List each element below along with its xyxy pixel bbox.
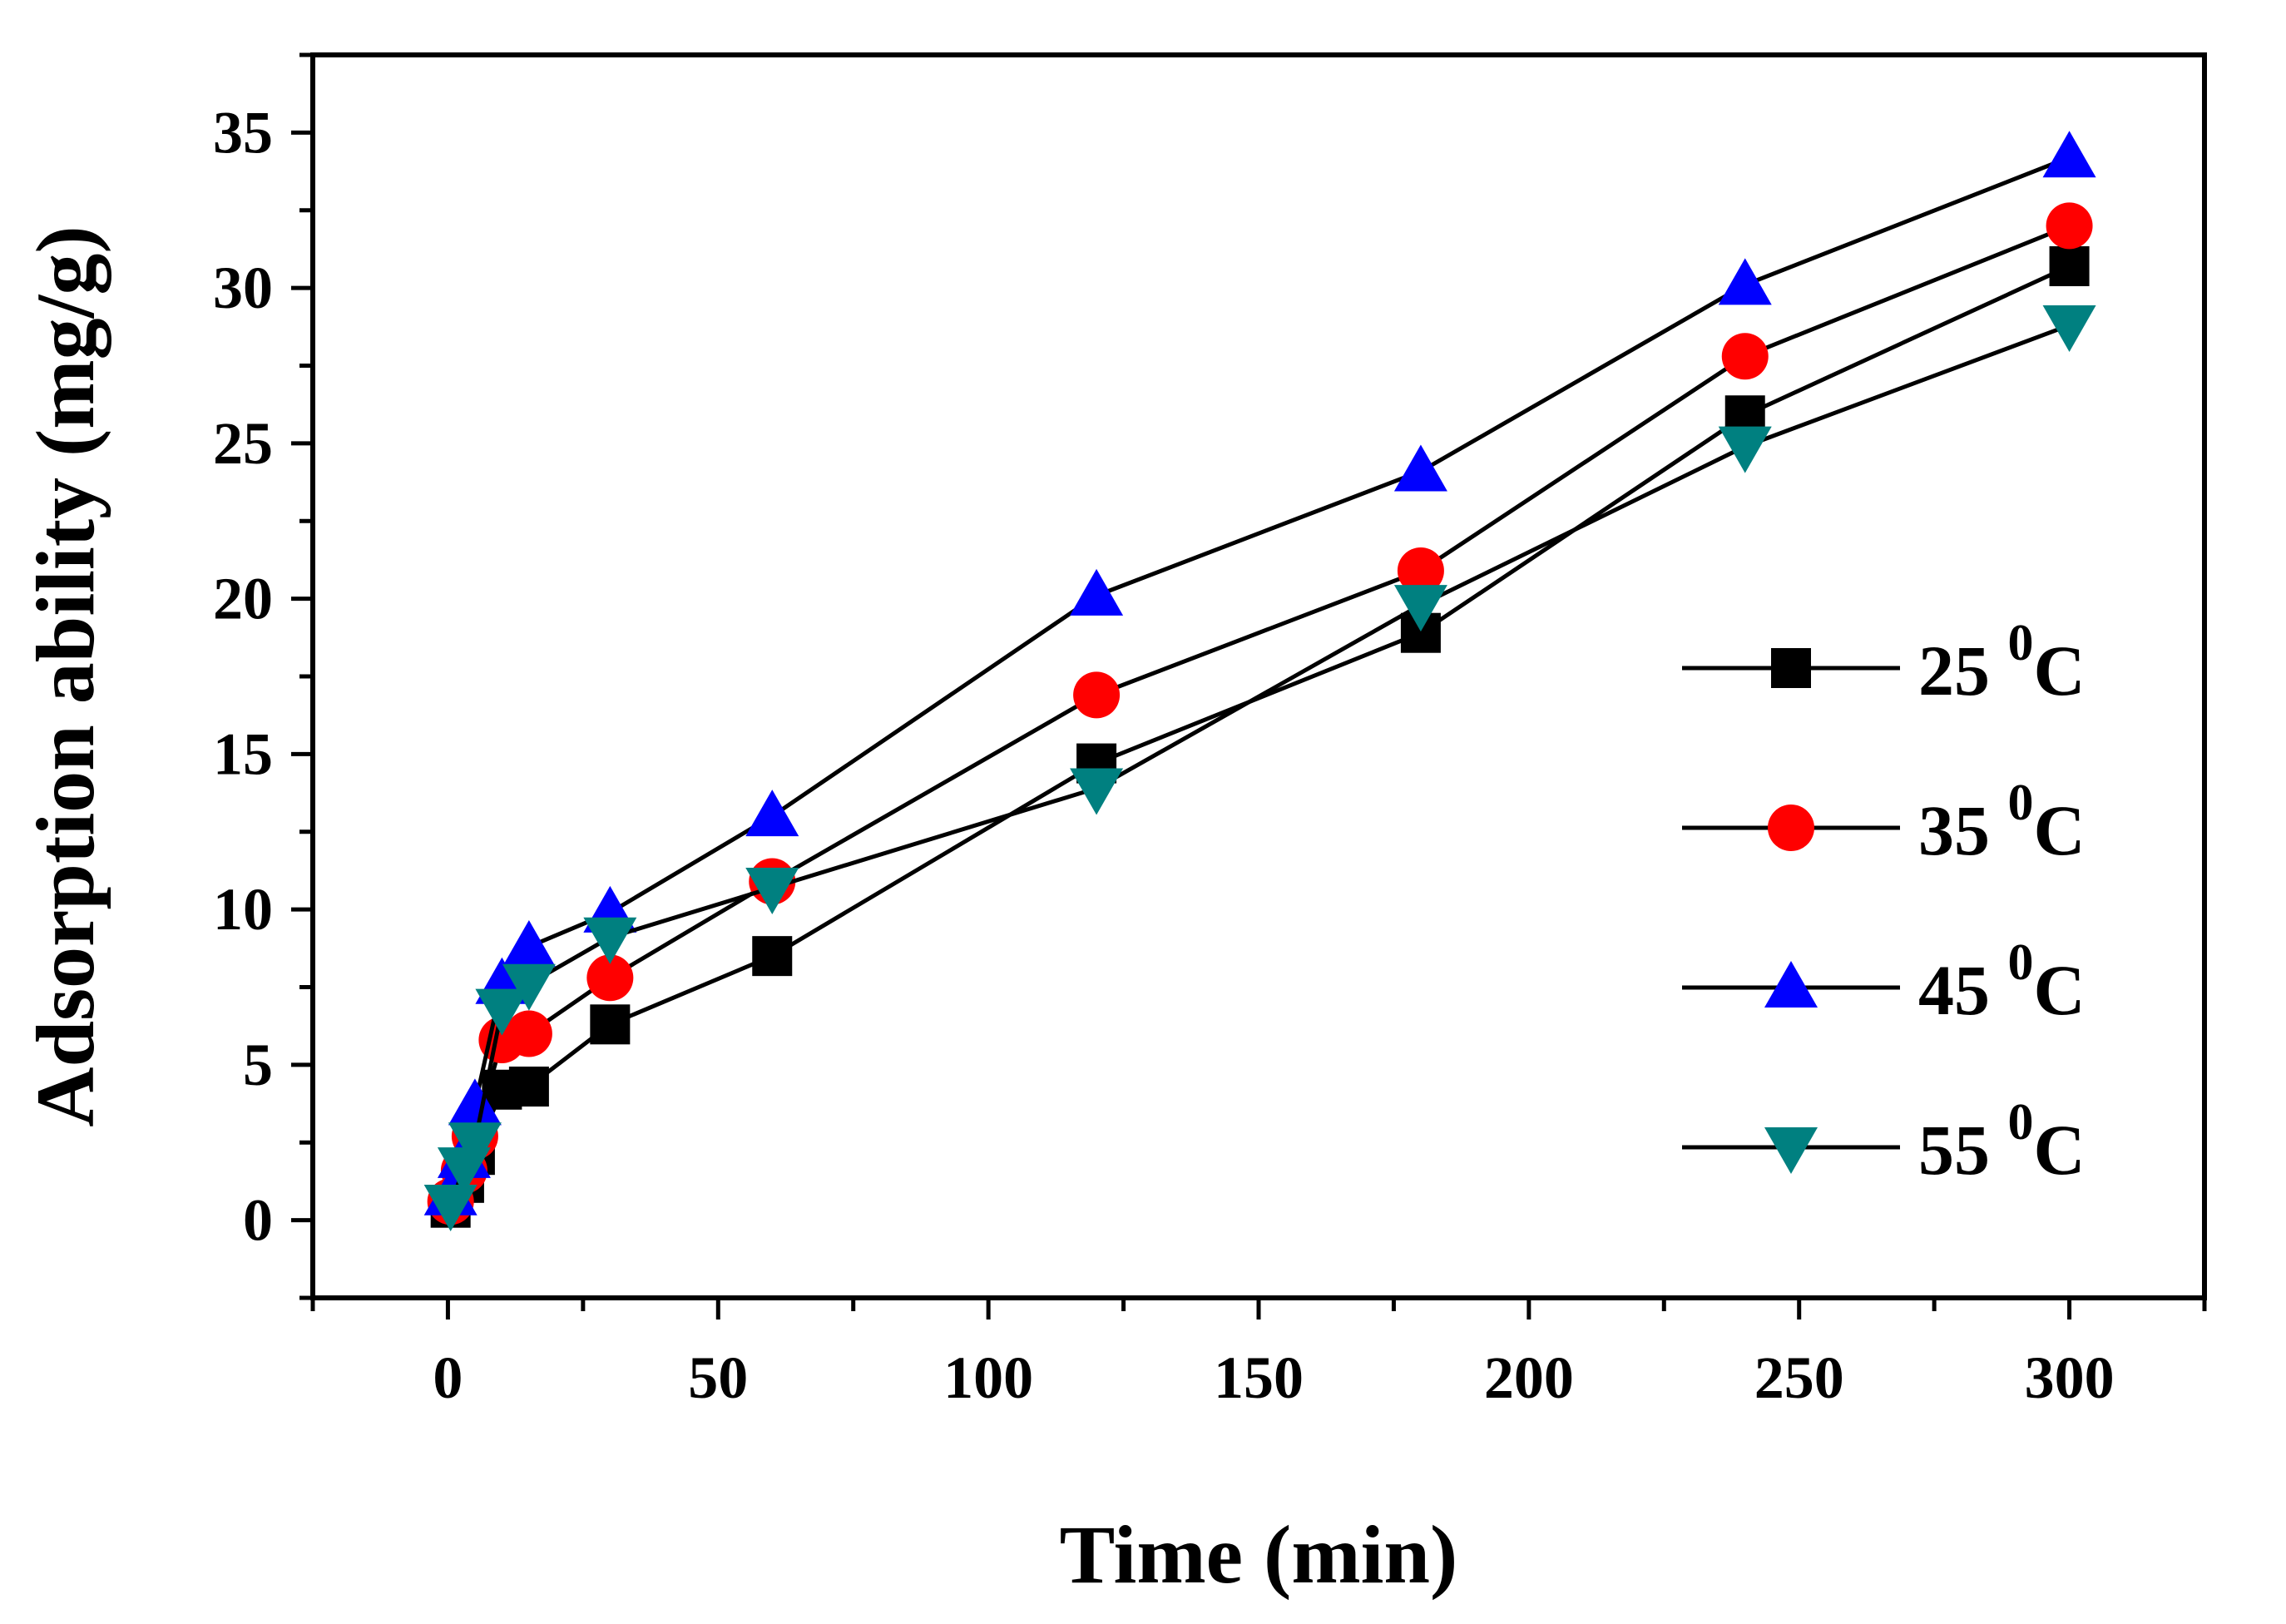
- legend: 25 0C 35 0C 45 0C 55 0C: [1682, 615, 2086, 1190]
- legend-marker: [1768, 805, 1814, 851]
- data-point: [1070, 768, 1124, 815]
- data-point: [745, 867, 799, 914]
- legend-entry-55c: 55 0C: [1682, 1094, 2086, 1190]
- data-point: [508, 1067, 549, 1107]
- data-point: [2046, 202, 2093, 250]
- data-point: [586, 954, 634, 1002]
- data-point: [475, 988, 529, 1036]
- legend-marker: [1771, 648, 1811, 688]
- legend-marker: [1764, 1127, 1818, 1174]
- legend-marker: [1764, 961, 1818, 1008]
- data-point: [448, 1122, 502, 1170]
- data-point: [1393, 444, 1447, 492]
- y-tick-label: 35: [213, 99, 273, 166]
- x-tick-label: 300: [2025, 1344, 2115, 1411]
- data-point: [2049, 245, 2090, 286]
- y-tick-label: 5: [243, 1032, 273, 1098]
- data-point: [502, 963, 556, 1011]
- data-point: [590, 1004, 631, 1045]
- legend-entry-35c: 35 0C: [1682, 775, 2086, 870]
- data-point: [1073, 671, 1121, 719]
- data-point: [745, 790, 799, 837]
- x-axis-title: Time (min): [1060, 1508, 1458, 1601]
- data-point: [1397, 547, 1444, 595]
- legend-label: 25 0C: [1918, 615, 2086, 710]
- data-point: [423, 1184, 477, 1231]
- x-tick-label: 50: [688, 1344, 748, 1411]
- legend-label: 35 0C: [1918, 775, 2086, 870]
- series-layer: [423, 131, 2096, 1231]
- data-point: [1393, 585, 1447, 632]
- y-tick-label: 30: [213, 255, 273, 321]
- legend-label: 55 0C: [1918, 1094, 2086, 1190]
- data-point: [448, 1078, 502, 1126]
- x-tick-label: 0: [433, 1344, 463, 1411]
- data-point: [583, 917, 637, 964]
- data-point: [1718, 258, 1772, 305]
- data-point: [1721, 333, 1769, 380]
- legend-entry-45c: 45 0C: [1682, 934, 2086, 1030]
- y-tick-label: 0: [243, 1187, 273, 1254]
- legend-entry-25c: 25 0C: [1682, 615, 2086, 710]
- data-point: [505, 1010, 552, 1057]
- y-axis-title: Adsorption ability (mg/g): [19, 225, 111, 1126]
- x-tick-label: 200: [1484, 1344, 1574, 1411]
- data-point: [1718, 426, 1772, 473]
- x-tick-label: 100: [943, 1344, 1033, 1411]
- data-point: [2042, 131, 2096, 178]
- data-point: [1070, 568, 1124, 616]
- y-tick-label: 20: [213, 566, 273, 632]
- x-tick-label: 250: [1754, 1344, 1844, 1411]
- y-tick-label: 15: [213, 720, 273, 787]
- y-tick-label: 10: [213, 876, 273, 943]
- legend-label: 45 0C: [1918, 934, 2086, 1030]
- series-55c: [423, 304, 2096, 1231]
- data-point: [2042, 304, 2096, 352]
- data-point: [752, 936, 793, 977]
- x-tick-label: 150: [1214, 1344, 1304, 1411]
- data-point: [502, 919, 556, 967]
- y-tick-label: 25: [213, 410, 273, 477]
- axes: 0 50 100 150 200 250 300 0 5 10 15 20 25 30 35: [213, 52, 2207, 1411]
